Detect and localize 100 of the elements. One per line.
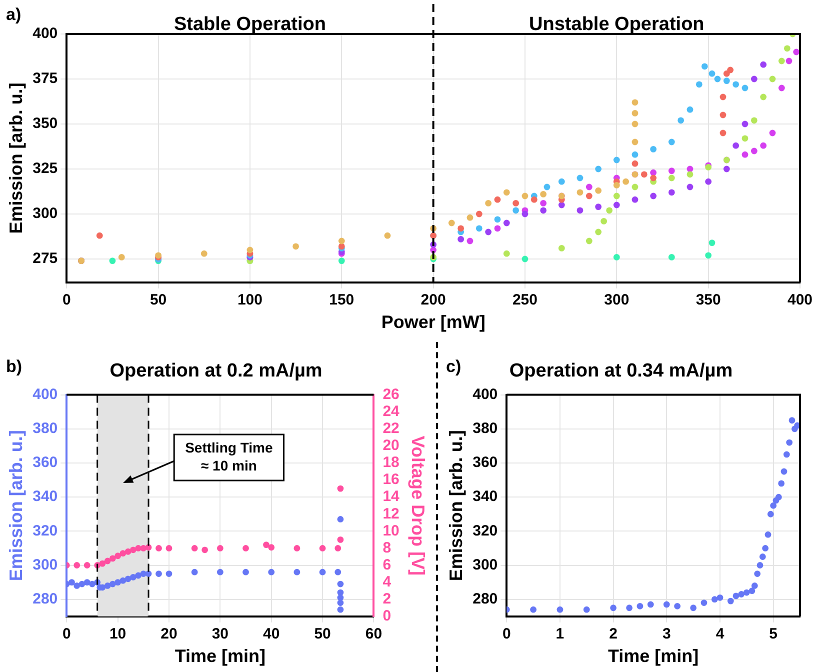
point xyxy=(109,580,116,588)
point xyxy=(756,562,764,568)
point xyxy=(558,245,565,252)
y2-tick-label: 6 xyxy=(382,556,392,574)
point xyxy=(166,545,172,552)
point xyxy=(130,574,136,580)
point xyxy=(668,174,675,182)
point xyxy=(540,191,547,198)
point xyxy=(156,545,162,552)
point xyxy=(448,220,455,226)
point xyxy=(120,550,126,557)
point xyxy=(337,536,344,543)
point xyxy=(120,577,126,584)
point xyxy=(686,166,694,172)
point xyxy=(613,254,620,260)
x-tick-label: 2 xyxy=(609,626,618,643)
point xyxy=(494,196,501,203)
point xyxy=(337,485,344,492)
y2-tick-label: 0 xyxy=(382,608,392,625)
x-tick-label: 300 xyxy=(604,292,630,309)
y-tick-label: 275 xyxy=(32,250,58,268)
point xyxy=(613,202,620,208)
point xyxy=(723,78,730,84)
x-tick-label: 250 xyxy=(512,292,538,309)
point xyxy=(294,545,300,552)
point xyxy=(156,570,162,577)
point xyxy=(750,76,758,82)
y-tick-label: 340 xyxy=(472,488,498,506)
x-tick-label: 60 xyxy=(365,626,382,643)
point xyxy=(503,220,510,226)
text: b) xyxy=(6,357,22,376)
point xyxy=(576,207,584,214)
point xyxy=(334,545,342,552)
point xyxy=(700,600,708,606)
x-tick-label: 150 xyxy=(329,292,354,309)
y2-tick-label: 20 xyxy=(382,437,400,454)
y-tick-label: 280 xyxy=(472,590,498,608)
point xyxy=(668,254,675,260)
point xyxy=(84,562,90,568)
text: c) xyxy=(446,357,462,376)
x-tick-label: 1 xyxy=(556,626,564,643)
y-tick-label: 325 xyxy=(32,160,58,178)
point xyxy=(732,142,740,149)
y-tick-label: 360 xyxy=(32,454,58,472)
x-tick-label: 4 xyxy=(716,626,725,643)
point xyxy=(586,192,592,200)
point xyxy=(494,225,501,232)
point xyxy=(769,76,776,82)
point xyxy=(242,568,249,576)
point xyxy=(610,604,617,612)
point xyxy=(775,494,782,500)
text: a) xyxy=(6,5,22,24)
point xyxy=(786,439,793,446)
point xyxy=(246,246,254,254)
point xyxy=(626,604,633,612)
y-tick-label: 340 xyxy=(32,488,58,506)
point xyxy=(742,151,748,158)
point xyxy=(640,171,648,178)
point xyxy=(338,238,345,244)
point xyxy=(708,240,716,246)
y-tick-label: 360 xyxy=(472,454,498,472)
point xyxy=(124,576,132,582)
point xyxy=(242,545,249,552)
point xyxy=(784,45,790,52)
point xyxy=(104,582,111,589)
point xyxy=(494,216,501,223)
point xyxy=(742,84,748,92)
y-tick-label: 375 xyxy=(32,70,58,88)
point xyxy=(466,238,474,244)
y-tick-label: 300 xyxy=(472,556,498,574)
point xyxy=(337,600,344,606)
x-tick-label: 50 xyxy=(314,626,331,643)
x-tick-label: 40 xyxy=(263,626,280,643)
point xyxy=(720,112,726,118)
point xyxy=(512,200,520,206)
point xyxy=(754,570,761,577)
point xyxy=(668,168,675,174)
point xyxy=(686,184,694,190)
y2-tick-label: 22 xyxy=(382,420,400,438)
chart-title: Operation at 0.34 mA/µm xyxy=(509,360,733,382)
y-tick-label: 300 xyxy=(32,556,58,574)
x-tick-label: 5 xyxy=(769,626,778,643)
y2-tick-label: 4 xyxy=(382,573,392,590)
point xyxy=(663,601,670,608)
point xyxy=(705,252,712,259)
point xyxy=(650,192,657,200)
point xyxy=(686,106,694,113)
y2-tick-label: 2 xyxy=(382,590,392,608)
point xyxy=(632,196,638,203)
point xyxy=(742,120,748,128)
y-tick-label: 320 xyxy=(32,522,58,540)
point xyxy=(109,258,116,264)
point xyxy=(632,110,638,116)
point xyxy=(84,579,90,586)
point xyxy=(595,166,602,172)
point xyxy=(89,580,96,588)
y2-tick-label: 14 xyxy=(382,488,400,506)
point xyxy=(738,591,745,598)
point xyxy=(576,189,584,196)
point xyxy=(743,589,750,596)
